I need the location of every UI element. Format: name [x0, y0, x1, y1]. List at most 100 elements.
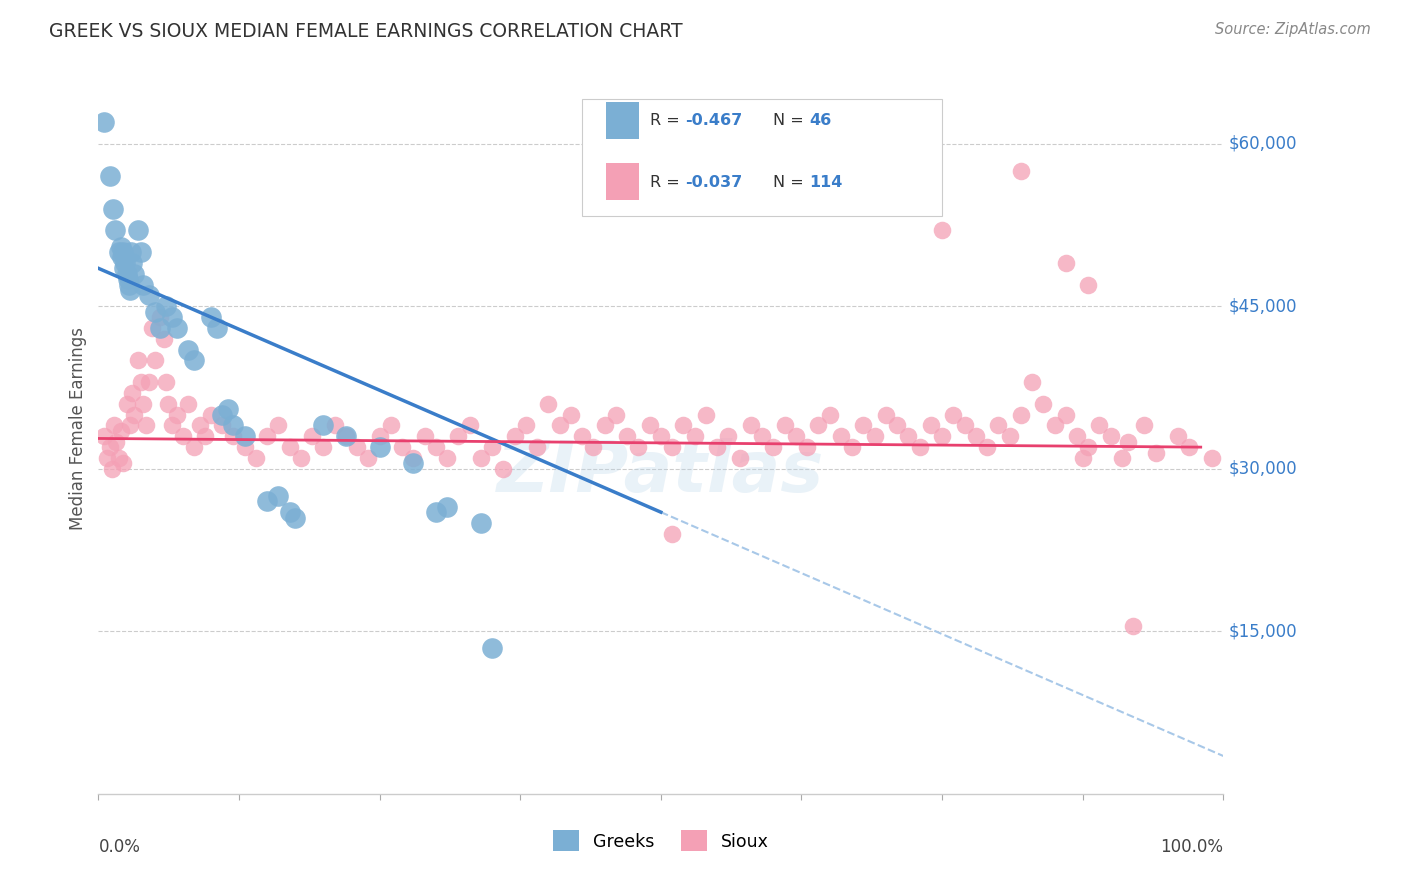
- Point: [124, 408, 146, 422]
- Point: [138, 288, 160, 302]
- Point: [118, 283, 141, 297]
- Point: [470, 450, 492, 465]
- Text: $45,000: $45,000: [1229, 297, 1298, 315]
- Point: [582, 440, 605, 454]
- FancyBboxPatch shape: [606, 102, 640, 138]
- Point: [233, 429, 256, 443]
- Text: N =: N =: [773, 113, 810, 128]
- Point: [728, 450, 751, 465]
- Point: [121, 256, 143, 270]
- Point: [368, 429, 391, 443]
- Point: [661, 440, 683, 454]
- Point: [129, 375, 152, 389]
- Point: [211, 408, 233, 422]
- Point: [118, 418, 141, 433]
- Point: [160, 310, 183, 324]
- Point: [1099, 429, 1122, 443]
- Point: [135, 418, 157, 433]
- Point: [1021, 375, 1043, 389]
- Point: [650, 429, 672, 443]
- Point: [953, 418, 976, 433]
- Point: [357, 450, 380, 465]
- Point: [751, 429, 773, 443]
- Point: [335, 429, 357, 443]
- Point: [120, 245, 142, 260]
- Point: [110, 424, 132, 438]
- Point: [256, 494, 278, 508]
- Point: [200, 408, 222, 422]
- Point: [155, 299, 177, 313]
- Point: [115, 397, 138, 411]
- Point: [998, 429, 1021, 443]
- Text: 114: 114: [810, 175, 842, 190]
- Point: [458, 418, 481, 433]
- Point: [200, 310, 222, 324]
- Point: [1167, 429, 1189, 443]
- Point: [492, 462, 515, 476]
- Text: N =: N =: [773, 175, 810, 190]
- Point: [1043, 418, 1066, 433]
- Point: [762, 440, 785, 454]
- Point: [1133, 418, 1156, 433]
- Point: [111, 251, 134, 265]
- Point: [222, 418, 245, 433]
- Point: [1010, 163, 1032, 178]
- Point: [157, 397, 180, 411]
- Text: 46: 46: [810, 113, 831, 128]
- Point: [1111, 450, 1133, 465]
- Point: [413, 429, 436, 443]
- Point: [172, 429, 194, 443]
- Point: [425, 505, 447, 519]
- Text: -0.037: -0.037: [686, 175, 742, 190]
- Point: [1144, 445, 1167, 459]
- Point: [920, 418, 942, 433]
- Point: [124, 267, 146, 281]
- Point: [93, 429, 115, 443]
- Point: [537, 397, 560, 411]
- Point: [560, 408, 582, 422]
- Point: [515, 418, 537, 433]
- Text: $30,000: $30,000: [1229, 459, 1298, 478]
- Point: [110, 240, 132, 254]
- Point: [278, 440, 301, 454]
- Point: [425, 440, 447, 454]
- Point: [149, 321, 172, 335]
- Point: [101, 462, 124, 476]
- Point: [143, 353, 166, 368]
- Point: [177, 343, 200, 357]
- Point: [98, 440, 121, 454]
- Point: [717, 429, 740, 443]
- Point: [391, 440, 413, 454]
- Point: [863, 429, 886, 443]
- Point: [245, 450, 267, 465]
- Point: [548, 418, 571, 433]
- Point: [117, 272, 139, 286]
- Point: [740, 418, 762, 433]
- Point: [796, 440, 818, 454]
- Point: [503, 429, 526, 443]
- Point: [205, 321, 228, 335]
- Point: [217, 402, 239, 417]
- Text: $60,000: $60,000: [1229, 135, 1298, 153]
- Point: [115, 267, 138, 281]
- Point: [785, 429, 807, 443]
- Point: [132, 397, 155, 411]
- Point: [112, 456, 135, 470]
- Point: [683, 429, 706, 443]
- Point: [875, 408, 897, 422]
- Point: [98, 169, 121, 184]
- Point: [177, 397, 200, 411]
- Point: [141, 321, 163, 335]
- Point: [1201, 450, 1223, 465]
- Point: [1077, 277, 1099, 292]
- Point: [166, 408, 188, 422]
- Y-axis label: Median Female Earnings: Median Female Earnings: [69, 326, 87, 530]
- Point: [267, 489, 290, 503]
- Point: [290, 450, 312, 465]
- Point: [661, 526, 683, 541]
- Point: [616, 429, 638, 443]
- Point: [481, 440, 503, 454]
- Point: [183, 353, 205, 368]
- Point: [470, 516, 492, 530]
- Point: [436, 500, 458, 514]
